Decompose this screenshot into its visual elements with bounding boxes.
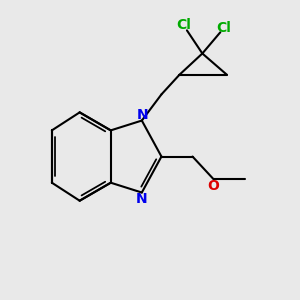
- Text: Cl: Cl: [176, 18, 191, 32]
- Text: Cl: Cl: [217, 21, 232, 35]
- Text: N: N: [136, 192, 148, 206]
- Text: O: O: [207, 179, 219, 193]
- Text: N: N: [137, 108, 148, 122]
